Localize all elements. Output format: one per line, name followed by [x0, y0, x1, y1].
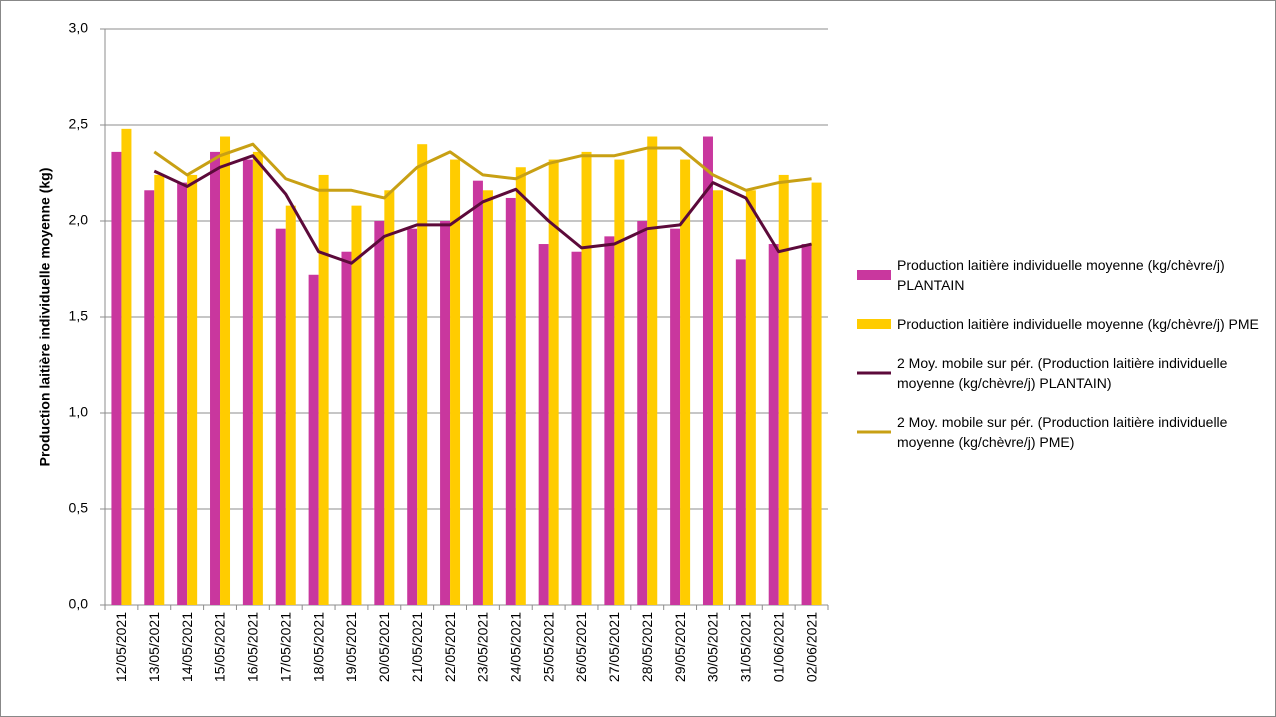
bar: [144, 190, 155, 605]
bar: [515, 167, 526, 606]
x-tick-label: 28/05/2021: [639, 612, 655, 682]
bar: [450, 159, 461, 605]
x-tick-label: 26/05/2021: [573, 612, 589, 682]
bar: [252, 151, 263, 605]
bar: [308, 274, 319, 605]
x-tick-label: 21/05/2021: [409, 612, 425, 682]
bar: [472, 180, 483, 605]
x-tick-label: 30/05/2021: [705, 612, 721, 682]
x-tick-label: 31/05/2021: [738, 612, 754, 682]
legend-marker: [857, 319, 891, 329]
bar: [702, 136, 713, 605]
x-tick-label: 25/05/2021: [540, 612, 556, 682]
bar: [384, 190, 395, 605]
x-tick-label: 13/05/2021: [146, 612, 162, 682]
bar: [735, 259, 746, 605]
y-tick-label: 0,0: [69, 596, 89, 612]
y-tick-label: 2,5: [69, 116, 89, 132]
legend-item: 2 Moy. mobile sur pér. (Production laiti…: [855, 353, 1260, 393]
legend-swatch: [857, 270, 891, 280]
bar: [417, 144, 428, 605]
legend-marker: [857, 430, 891, 434]
bar: [811, 182, 822, 605]
y-tick-label: 2,0: [69, 212, 89, 228]
bar: [374, 221, 385, 605]
bar: [637, 221, 648, 605]
y-tick-label: 1,5: [69, 308, 89, 324]
legend-marker: [857, 270, 891, 280]
bar: [680, 159, 691, 605]
legend-swatch: [857, 319, 891, 329]
bar: [210, 151, 221, 605]
x-tick-label: 18/05/2021: [310, 612, 326, 682]
legend-label: Production laitière individuelle moyenne…: [897, 257, 1225, 293]
bar: [407, 228, 418, 605]
legend-label: 2 Moy. mobile sur pér. (Production laiti…: [897, 414, 1228, 450]
bar: [242, 159, 253, 605]
x-tick-label: 02/06/2021: [803, 612, 819, 682]
bar: [318, 174, 329, 606]
x-tick-label: 27/05/2021: [606, 612, 622, 682]
bar: [538, 244, 549, 606]
bar: [745, 190, 756, 605]
bar: [177, 182, 188, 605]
x-tick-label: 20/05/2021: [376, 612, 392, 682]
y-tick-label: 1,0: [69, 404, 89, 420]
x-tick-label: 19/05/2021: [343, 612, 359, 682]
y-axis-label: Production laitière individuelle moyenne…: [37, 168, 53, 467]
bar: [778, 174, 789, 606]
bar: [604, 236, 615, 606]
bar: [614, 159, 625, 605]
bar: [154, 174, 165, 606]
bar: [581, 151, 592, 605]
y-tick-label: 0,5: [69, 500, 89, 516]
y-tick-label: 3,0: [69, 20, 89, 36]
bar: [571, 251, 582, 605]
moving-average-line: [153, 154, 812, 265]
x-tick-label: 01/06/2021: [770, 612, 786, 682]
bar: [670, 228, 681, 605]
x-tick-label: 23/05/2021: [475, 612, 491, 682]
bar: [505, 197, 516, 605]
bar: [712, 190, 723, 605]
legend-item: Production laitière individuelle moyenne…: [855, 314, 1260, 334]
x-tick-label: 16/05/2021: [245, 612, 261, 682]
bar: [187, 174, 198, 606]
x-tick-label: 14/05/2021: [179, 612, 195, 682]
x-tick-label: 12/05/2021: [113, 612, 129, 682]
bar: [768, 244, 779, 606]
legend-label: 2 Moy. mobile sur pér. (Production laiti…: [897, 355, 1228, 391]
moving-average-line: [153, 142, 812, 200]
bar: [647, 136, 658, 605]
x-tick-label: 24/05/2021: [507, 612, 523, 682]
bar: [341, 251, 352, 605]
legend-item: 2 Moy. mobile sur pér. (Production laiti…: [855, 412, 1260, 452]
bar: [548, 159, 559, 605]
x-tick-label: 15/05/2021: [212, 612, 228, 682]
bar: [111, 151, 122, 605]
legend: Production laitière individuelle moyenne…: [855, 255, 1260, 471]
x-tick-label: 29/05/2021: [672, 612, 688, 682]
x-tick-label: 17/05/2021: [277, 612, 293, 682]
legend-marker: [857, 371, 891, 375]
bar: [440, 221, 451, 605]
bar: [801, 244, 812, 606]
bar: [285, 205, 296, 605]
bar: [121, 128, 132, 605]
bar: [220, 136, 231, 605]
bar: [351, 205, 362, 605]
bar: [275, 228, 286, 605]
legend-label: Production laitière individuelle moyenne…: [897, 316, 1259, 332]
legend-item: Production laitière individuelle moyenne…: [855, 255, 1260, 295]
x-tick-label: 22/05/2021: [442, 612, 458, 682]
bar: [482, 190, 493, 605]
